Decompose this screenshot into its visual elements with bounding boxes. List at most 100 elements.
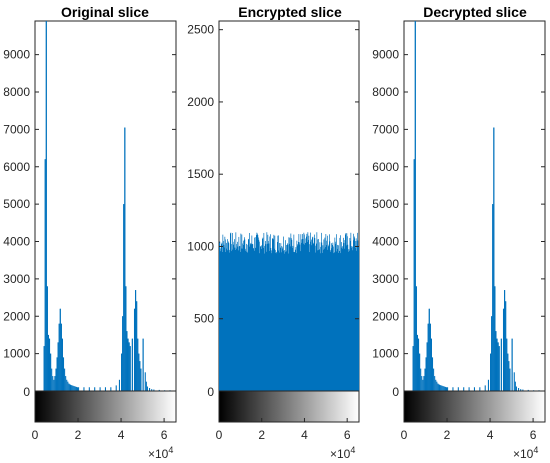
histogram-bar	[283, 236, 284, 391]
histogram-bar	[274, 235, 276, 391]
histogram-bar	[316, 232, 318, 391]
histogram-bar	[295, 247, 297, 391]
histogram-bar	[251, 244, 252, 391]
histogram-bar	[139, 361, 141, 391]
histogram-bar	[290, 246, 291, 391]
y-tick-label: 8000	[372, 85, 399, 99]
y-tick-label: 9000	[3, 48, 30, 62]
y-ticks: 1000 2000 3000 4000 5000 6000 7000 8000 9000	[3, 48, 176, 361]
histogram-bar	[244, 239, 246, 391]
histogram-bar	[251, 235, 253, 391]
histogram-bar	[326, 245, 328, 391]
histogram-bar	[283, 250, 285, 391]
histogram-bar	[304, 244, 306, 391]
histogram-bar	[255, 237, 257, 391]
histogram-bar	[336, 234, 337, 391]
histogram-bar	[345, 233, 347, 391]
histogram-bar	[320, 246, 321, 391]
histogram-bar	[110, 387, 112, 391]
histogram-bar	[317, 239, 318, 391]
histogram-bar	[422, 379, 424, 391]
histogram-bar	[78, 387, 80, 391]
histogram-bar	[282, 248, 283, 391]
y-ticks: 1000 2000 3000 4000 5000 6000 7000 8000 9000	[372, 48, 545, 361]
y-tick-label: 2000	[3, 309, 30, 323]
histogram-bar	[351, 246, 353, 391]
histogram-bar	[291, 239, 293, 391]
histogram-bar	[262, 237, 264, 391]
y-tick-label: 7000	[3, 122, 30, 136]
histogram-bar	[324, 248, 325, 391]
histogram-bar	[315, 245, 317, 391]
histogram-bar	[220, 248, 222, 391]
histogram-bar	[297, 245, 299, 391]
histogram-bar	[269, 236, 271, 391]
histogram-bar	[149, 388, 151, 391]
histogram-bar	[221, 242, 223, 391]
histogram-bar	[232, 249, 234, 391]
bars-layer	[412, 21, 540, 392]
histogram-bar	[229, 249, 230, 391]
histogram-bar	[226, 248, 228, 391]
histogram-bar	[310, 241, 312, 391]
histogram-bar	[260, 246, 261, 391]
histogram-bar	[249, 246, 251, 391]
histogram-bar	[261, 245, 263, 391]
histogram-bar	[434, 376, 436, 391]
histogram-bar	[343, 243, 345, 391]
histogram-bar	[518, 388, 520, 391]
histogram-bar	[282, 247, 284, 391]
y-tick-label: 7000	[372, 122, 399, 136]
x-ticks: 0 2 4 6	[32, 418, 168, 442]
histogram-bar	[224, 247, 225, 391]
histogram-bar	[348, 251, 349, 391]
x-tick-label: 0	[216, 428, 223, 442]
y-tick-label: 5000	[372, 197, 399, 211]
histogram-bar	[316, 243, 317, 391]
histogram-bar	[239, 246, 240, 391]
histogram-bar	[237, 241, 238, 391]
histogram-bar	[273, 239, 274, 391]
histogram-bar	[329, 234, 330, 391]
histogram-bar	[236, 244, 237, 391]
histogram-bar	[329, 241, 331, 391]
histogram-bar	[277, 242, 278, 391]
histogram-bar	[265, 244, 267, 391]
histogram-bar	[327, 249, 329, 391]
histogram-bar	[355, 241, 357, 391]
histogram-bar	[262, 238, 263, 391]
histogram-bar	[508, 361, 510, 391]
histogram-bar	[350, 232, 352, 391]
histogram-bar	[484, 385, 486, 391]
histogram-bar	[241, 234, 243, 391]
histogram-bar	[276, 253, 278, 391]
histogram-bar	[421, 376, 423, 391]
panel-encrypted: Encrypted slice 500 1000 1500 2000 2500 0 0 2…	[187, 4, 360, 461]
histogram-bar	[298, 234, 300, 391]
x-tick-label: 4	[118, 428, 125, 442]
histogram-bar	[325, 247, 326, 391]
histogram-bar	[452, 387, 454, 391]
histogram-bar	[313, 242, 314, 391]
histogram-bar	[269, 250, 270, 391]
histogram-bar	[285, 251, 287, 391]
histogram-bar	[522, 389, 524, 391]
panel-original: Original slice 1000 2000 3000 4000 5000 6000 7…	[3, 4, 177, 461]
x-exponent-label: ×104	[513, 445, 538, 461]
histogram-bar	[304, 234, 305, 391]
histogram-bar	[338, 245, 339, 391]
histogram-bar	[355, 247, 356, 391]
histogram-bar	[297, 244, 298, 391]
x-exponent-label: ×104	[148, 445, 173, 461]
histogram-bar	[332, 244, 333, 391]
histogram-bar	[252, 244, 254, 391]
histogram-bar	[332, 242, 334, 391]
histogram-bar	[302, 234, 303, 391]
histogram-bar	[278, 235, 279, 391]
y-tick-label: 3000	[372, 272, 399, 286]
histogram-bar	[279, 252, 281, 391]
histogram-bar	[290, 233, 292, 391]
histogram-bar	[94, 387, 96, 391]
histogram-bar	[235, 250, 236, 391]
